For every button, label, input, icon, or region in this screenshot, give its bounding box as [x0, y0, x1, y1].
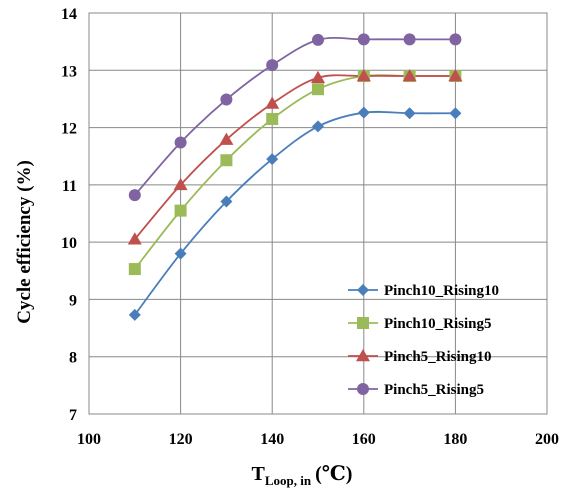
- x-axis-title-subscript: Loop, in: [265, 473, 312, 488]
- data-point-square: [174, 204, 187, 217]
- y-tick-label: 11: [62, 178, 77, 195]
- x-tick-label: 120: [169, 431, 193, 448]
- data-point-circle: [312, 33, 324, 46]
- y-tick-label: 9: [69, 292, 77, 309]
- x-axis-title: TLoop, in (℃): [252, 463, 353, 488]
- series-markers: [127, 33, 463, 321]
- data-point-triangle: [219, 132, 234, 145]
- legend-marker-circle: [357, 383, 369, 395]
- data-point-diamond: [174, 247, 187, 260]
- data-point-diamond: [266, 153, 279, 166]
- x-tick-label: 200: [535, 431, 559, 448]
- legend-marker-triangle: [356, 349, 370, 362]
- data-point-diamond: [128, 308, 141, 321]
- data-point-diamond: [357, 106, 370, 119]
- data-point-triangle: [448, 69, 463, 82]
- x-tick-labels: 100 120 140 160 180 200: [77, 431, 559, 448]
- y-tick-label: 13: [61, 63, 77, 80]
- legend-marker-square: [357, 317, 369, 329]
- data-point-circle: [403, 33, 416, 46]
- y-tick-label: 14: [61, 6, 77, 23]
- data-point-square: [312, 83, 324, 96]
- y-tick-label: 8: [69, 350, 77, 367]
- legend-label: Pinch10_Rising5: [384, 316, 492, 332]
- y-tick-label: 10: [61, 235, 77, 252]
- x-axis-title-unit: (℃): [315, 463, 352, 485]
- legend-label: Pinch5_Rising5: [384, 382, 484, 398]
- data-point-triangle: [402, 69, 417, 82]
- legend: Pinch10_Rising10 Pinch10_Rising5 Pinch5_Ri…: [348, 283, 499, 398]
- data-point-diamond: [403, 107, 416, 120]
- series-line: [134, 74, 456, 270]
- data-point-square: [128, 263, 141, 276]
- x-tick-label: 100: [77, 431, 101, 448]
- x-axis-title-main: T: [252, 463, 266, 485]
- data-point-circle: [449, 33, 462, 46]
- x-tick-label: 140: [260, 431, 284, 448]
- data-point-circle: [357, 33, 370, 46]
- y-tick-label: 7: [69, 407, 77, 424]
- data-point-diamond: [312, 120, 324, 133]
- data-point-triangle: [311, 70, 325, 83]
- legend-label: Pinch10_Rising10: [384, 283, 499, 299]
- data-point-triangle: [127, 232, 142, 245]
- data-point-triangle: [356, 69, 371, 82]
- data-point-square: [220, 154, 233, 167]
- data-point-diamond: [220, 195, 233, 208]
- data-point-triangle: [173, 177, 188, 191]
- y-tick-labels: 7 8 9 10 11 12 13 14: [61, 6, 77, 424]
- data-point-circle: [220, 93, 233, 106]
- data-point-circle: [174, 136, 187, 149]
- data-point-square: [266, 112, 279, 125]
- y-tick-label: 12: [61, 121, 77, 138]
- plot-area-frame: [88, 12, 548, 415]
- y-axis-title: Cycle efficiency (%): [14, 160, 35, 324]
- legend-marker-diamond: [357, 284, 369, 296]
- x-tick-label: 160: [352, 431, 376, 448]
- data-point-diamond: [449, 107, 462, 120]
- data-point-circle: [266, 59, 279, 72]
- data-point-circle: [128, 189, 141, 202]
- data-point-triangle: [265, 96, 280, 109]
- legend-label: Pinch5_Rising10: [384, 349, 492, 365]
- x-tick-label: 180: [443, 431, 467, 448]
